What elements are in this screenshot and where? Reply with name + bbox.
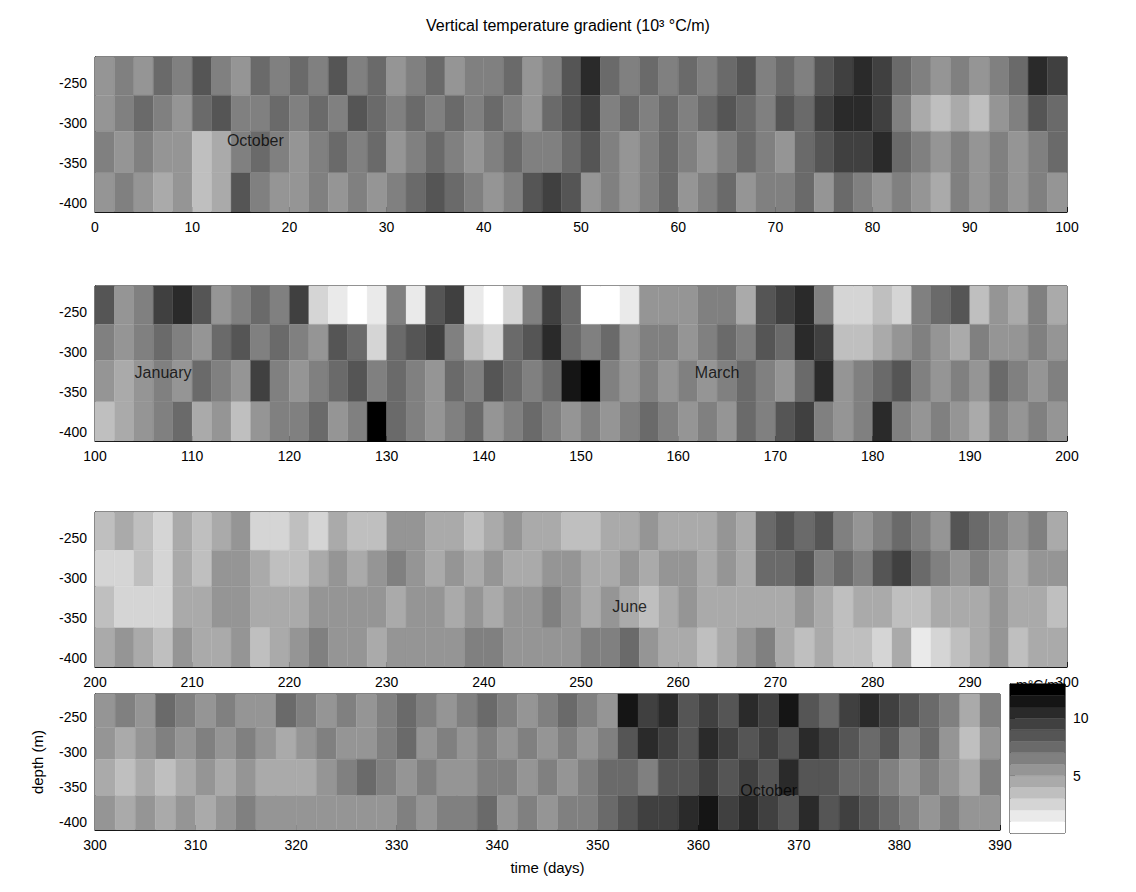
svg-text:-300: -300 bbox=[59, 570, 87, 586]
svg-text:time (days): time (days) bbox=[510, 859, 584, 876]
svg-text:-400: -400 bbox=[59, 650, 87, 666]
svg-text:-300: -300 bbox=[59, 744, 87, 760]
svg-text:March: March bbox=[695, 364, 739, 381]
svg-text:290: 290 bbox=[958, 674, 982, 690]
svg-text:20: 20 bbox=[282, 219, 298, 235]
svg-text:260: 260 bbox=[667, 674, 691, 690]
svg-text:-350: -350 bbox=[59, 155, 87, 171]
svg-text:30: 30 bbox=[379, 219, 395, 235]
svg-text:-250: -250 bbox=[59, 75, 87, 91]
svg-text:-400: -400 bbox=[59, 195, 87, 211]
svg-text:-350: -350 bbox=[59, 610, 87, 626]
svg-text:250: 250 bbox=[569, 674, 593, 690]
svg-text:230: 230 bbox=[375, 674, 399, 690]
svg-text:-300: -300 bbox=[59, 115, 87, 131]
svg-text:110: 110 bbox=[181, 448, 204, 464]
svg-text:January: January bbox=[135, 364, 192, 381]
svg-text:10: 10 bbox=[184, 219, 200, 235]
svg-text:5: 5 bbox=[1073, 768, 1081, 784]
svg-text:320: 320 bbox=[284, 837, 308, 853]
svg-text:40: 40 bbox=[476, 219, 492, 235]
svg-text:210: 210 bbox=[181, 674, 205, 690]
svg-text:300: 300 bbox=[1055, 674, 1079, 690]
svg-text:October: October bbox=[740, 782, 798, 799]
svg-text:240: 240 bbox=[472, 674, 496, 690]
svg-text:50: 50 bbox=[573, 219, 589, 235]
svg-text:10: 10 bbox=[1073, 710, 1089, 726]
svg-text:100: 100 bbox=[1055, 219, 1079, 235]
svg-text:350: 350 bbox=[586, 837, 610, 853]
svg-text:-350: -350 bbox=[59, 384, 87, 400]
svg-text:October: October bbox=[227, 132, 285, 149]
svg-text:80: 80 bbox=[865, 219, 881, 235]
svg-text:170: 170 bbox=[764, 448, 788, 464]
svg-text:-250: -250 bbox=[59, 709, 87, 725]
svg-text:200: 200 bbox=[83, 674, 107, 690]
svg-text:380: 380 bbox=[888, 837, 912, 853]
svg-text:-350: -350 bbox=[59, 779, 87, 795]
svg-text:120: 120 bbox=[278, 448, 302, 464]
svg-text:310: 310 bbox=[184, 837, 208, 853]
svg-text:130: 130 bbox=[375, 448, 399, 464]
svg-text:-300: -300 bbox=[59, 344, 87, 360]
svg-text:-400: -400 bbox=[59, 814, 87, 830]
svg-text:90: 90 bbox=[962, 219, 978, 235]
svg-text:390: 390 bbox=[988, 837, 1012, 853]
svg-text:70: 70 bbox=[768, 219, 784, 235]
svg-text:60: 60 bbox=[670, 219, 686, 235]
svg-text:330: 330 bbox=[385, 837, 409, 853]
svg-text:0: 0 bbox=[91, 219, 99, 235]
svg-text:100: 100 bbox=[83, 448, 107, 464]
svg-text:-250: -250 bbox=[59, 530, 87, 546]
svg-text:360: 360 bbox=[687, 837, 711, 853]
svg-text:Vertical temperature gradient: Vertical temperature gradient (10³ °C/m) bbox=[426, 17, 710, 34]
svg-text:-250: -250 bbox=[59, 304, 87, 320]
svg-text:140: 140 bbox=[472, 448, 496, 464]
svg-text:340: 340 bbox=[486, 837, 510, 853]
svg-text:300: 300 bbox=[83, 837, 107, 853]
svg-text:June: June bbox=[612, 598, 647, 615]
svg-text:190: 190 bbox=[958, 448, 982, 464]
svg-text:200: 200 bbox=[1055, 448, 1079, 464]
svg-text:150: 150 bbox=[569, 448, 593, 464]
svg-text:280: 280 bbox=[861, 674, 885, 690]
svg-text:220: 220 bbox=[278, 674, 302, 690]
svg-text:160: 160 bbox=[667, 448, 691, 464]
svg-text:370: 370 bbox=[787, 837, 811, 853]
svg-text:270: 270 bbox=[764, 674, 788, 690]
svg-text:-400: -400 bbox=[59, 424, 87, 440]
svg-text:180: 180 bbox=[861, 448, 885, 464]
svg-text:depth (m): depth (m) bbox=[29, 730, 46, 794]
